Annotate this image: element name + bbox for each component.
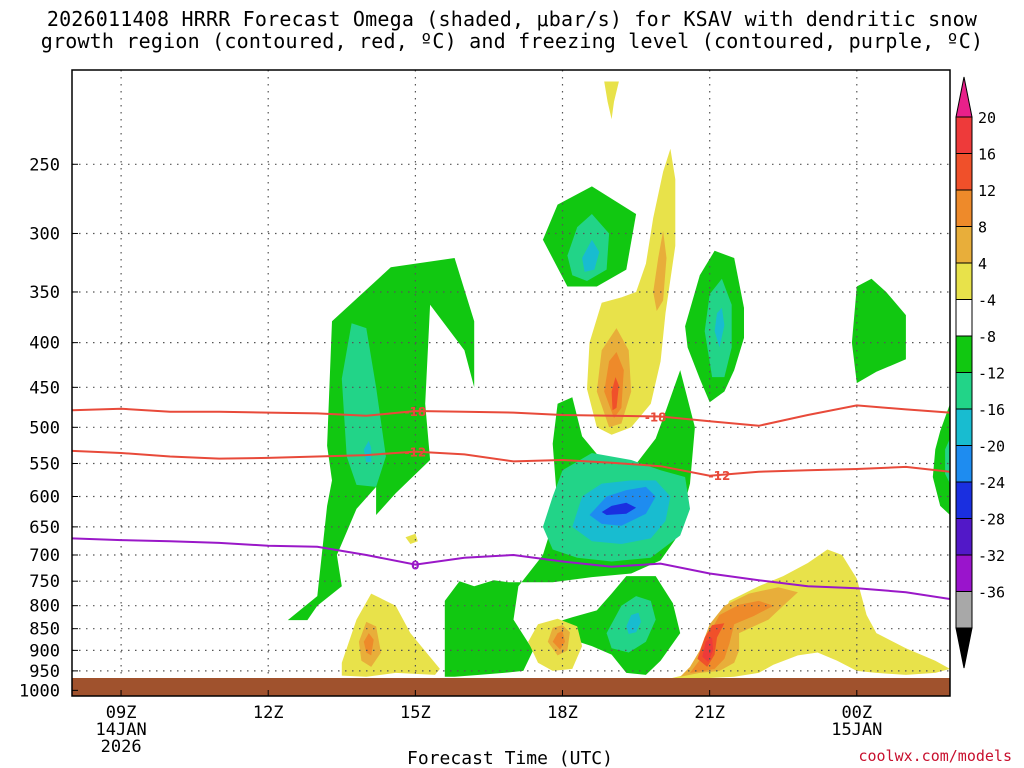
colorbar-label: 20 <box>978 109 996 127</box>
y-axis: 2503003504004505005506006507007508008509… <box>19 155 78 701</box>
y-tick-label: 650 <box>29 518 60 538</box>
colorbar-swatch <box>955 408 973 446</box>
omega-region-14 <box>851 278 906 384</box>
colorbar-label: -12 <box>978 365 1005 383</box>
ground-bar <box>72 678 950 696</box>
x-tick-label: 12Z <box>253 703 284 723</box>
y-tick-label: 450 <box>29 378 60 398</box>
colorbar-swatch <box>955 591 973 629</box>
credit-text: coolwx.com/models <box>858 747 1012 765</box>
omega-region-1 <box>341 323 386 487</box>
colorbar-label: -36 <box>978 584 1005 602</box>
contour-dendritic-minus18 <box>72 404 950 427</box>
omega-region-13 <box>714 307 725 348</box>
y-tick-label: 900 <box>29 641 60 661</box>
omega-region-30 <box>702 637 714 662</box>
contour-freezing-level <box>72 537 950 600</box>
colorbar-swatch <box>955 445 973 483</box>
colorbar-swatch <box>955 481 973 519</box>
x-tick-label: 21Z <box>694 703 725 723</box>
colorbar-label: -8 <box>978 328 996 346</box>
colorbar-swatch <box>955 262 973 300</box>
y-tick-label: 500 <box>29 418 60 438</box>
plot-frame <box>71 69 951 697</box>
y-tick-label: 250 <box>29 155 60 175</box>
colorbar-swatch <box>955 189 973 227</box>
colorbar-label: -4 <box>978 292 996 310</box>
colorbar-label: 12 <box>978 182 996 200</box>
colorbar-swatch <box>955 153 973 191</box>
contour-label-dendritic-minus12: -12 <box>709 469 731 483</box>
x-tick-label: 14JAN <box>96 720 147 740</box>
colorbar-label: 4 <box>978 255 987 273</box>
omega-shading <box>268 81 950 681</box>
y-tick-label: 350 <box>29 283 60 303</box>
y-tick-label: 800 <box>29 597 60 617</box>
colorbar-swatch <box>955 226 973 264</box>
omega-region-25 <box>405 533 418 544</box>
colorbar-label: -32 <box>978 547 1005 565</box>
colorbar: 20 16 12 8 4 -4 -8 -12 -16 -20 -24 -28 -32 -36 <box>955 76 1005 669</box>
colorbar-swatch <box>955 299 973 337</box>
colorbar-swatch <box>955 554 973 592</box>
y-tick-label: 550 <box>29 455 60 475</box>
y-tick-label: 600 <box>29 488 60 508</box>
colorbar-swatch <box>955 518 973 556</box>
colorbar-bottom-arrow <box>955 627 973 669</box>
y-tick-label: 850 <box>29 620 60 640</box>
y-tick-label: 750 <box>29 572 60 592</box>
contour-label-dendritic-minus18: -18 <box>645 410 667 424</box>
x-tick-label: 15JAN <box>831 720 882 740</box>
omega-region-34 <box>611 377 619 411</box>
colorbar-swatch <box>955 116 973 154</box>
contour-label-freezing-level: 0 <box>411 559 419 573</box>
x-tick-label: 09Z <box>106 703 137 723</box>
y-tick-label: 700 <box>29 546 60 566</box>
colorbar-swatch <box>955 335 973 373</box>
contour-label-dendritic-minus18: -18 <box>405 405 427 419</box>
y-tick-label: 1000 <box>19 681 60 701</box>
contour-dendritic-minus12 <box>72 449 950 477</box>
x-tick-label: 18Z <box>547 703 578 723</box>
x-tick-label: 00Z <box>841 703 872 723</box>
colorbar-swatch <box>955 372 973 410</box>
omega-region-22 <box>341 593 440 677</box>
colorbar-label: -24 <box>978 474 1005 492</box>
colorbar-top-arrow <box>955 76 973 118</box>
omega-region-18 <box>626 612 641 634</box>
omega-region-2 <box>363 440 372 463</box>
omega-region-10 <box>582 239 600 272</box>
omega-region-15 <box>932 403 950 515</box>
contour-label-dendritic-minus12: -12 <box>405 446 427 460</box>
colorbar-label: -16 <box>978 401 1005 419</box>
y-tick-label: 950 <box>29 662 60 682</box>
contour-lines: -18 -18 -12 -12 0 <box>72 404 950 600</box>
omega-region-7 <box>601 502 637 515</box>
y-tick-label: 400 <box>29 334 60 354</box>
chart-title: 2026011408 HRRR Forecast Omega (shaded, … <box>40 7 984 53</box>
x-tick-label: 2026 <box>101 737 142 757</box>
colorbar-label: -20 <box>978 438 1005 456</box>
omega-region-36 <box>604 81 619 120</box>
x-tick-label: 15Z <box>400 703 431 723</box>
colorbar-label: -28 <box>978 511 1005 529</box>
colorbar-label: 8 <box>978 219 987 237</box>
y-tick-label: 300 <box>29 225 60 245</box>
colorbar-label: 16 <box>978 146 996 164</box>
omega-region-35 <box>653 230 667 311</box>
x-axis-label: Forecast Time (UTC) <box>407 748 613 768</box>
